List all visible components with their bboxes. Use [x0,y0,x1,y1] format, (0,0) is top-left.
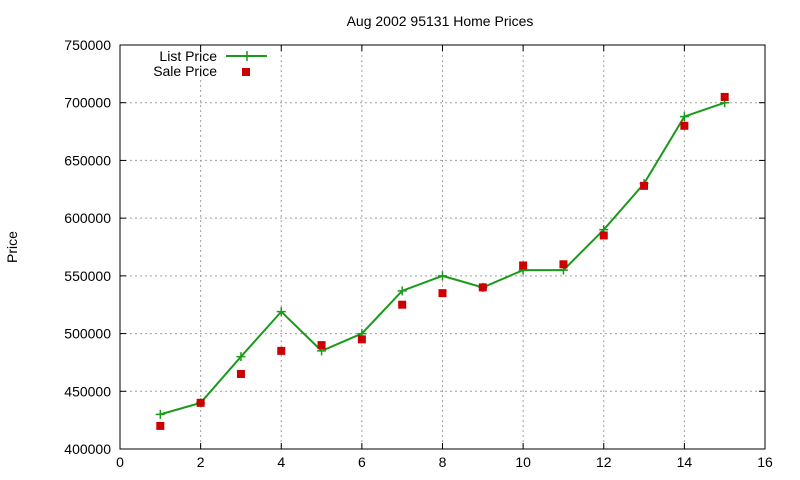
list-price-point [438,271,447,281]
y-tick-label: 500000 [64,326,111,342]
list-price-point [155,409,165,419]
sale-price-point [398,300,407,309]
x-tick-label: 2 [197,454,205,470]
list-price-point [236,352,246,362]
y-axis-label: Price [4,231,20,263]
y-tick-label: 700000 [64,95,111,111]
legend-marker-sale-price [242,68,250,76]
y-tick-label: 400000 [64,441,111,457]
sale-price-point [156,421,165,430]
sale-price-point [317,341,326,350]
sale-price-point [599,231,608,240]
x-tick-label: 12 [596,454,612,470]
sale-price-point [438,289,447,298]
legend-label-sale-price: Sale Price [153,63,217,79]
sale-price-point [519,261,528,270]
chart-title: Aug 2002 95131 Home Prices [347,13,534,29]
x-tick-label: 16 [757,454,773,470]
axes: 0 2 4 6 8 10 12 14 16 400000 450000 500000 550000 600… [64,37,773,470]
sale-price-point [196,398,205,407]
sale-price-point [357,335,366,344]
sale-price-point [277,346,286,355]
sale-price-point [720,92,729,101]
y-tick-label: 450000 [64,383,111,399]
y-tick-label: 650000 [64,152,111,168]
x-tick-label: 10 [515,454,531,470]
sale-price-point [680,121,689,130]
grid [120,45,765,449]
legend-label-list-price: List Price [159,48,217,64]
sale-price-point [478,283,487,292]
list-price-point [276,307,286,317]
plot-series [155,92,730,430]
list-price-point [397,286,407,296]
sale-price-point [640,181,649,190]
sale-price-point [236,369,245,378]
legend-marker-list-price [242,51,252,61]
y-tick-label: 550000 [64,268,111,284]
legend: List Price Sale Price [153,48,267,79]
x-tick-label: 0 [116,454,124,470]
x-tick-label: 4 [277,454,285,470]
x-tick-label: 8 [439,454,447,470]
list-price-point [679,112,689,122]
y-tick-label: 750000 [64,37,111,53]
x-tick-label: 6 [358,454,366,470]
list-price-line [160,101,726,416]
y-tick-label: 600000 [64,210,111,226]
x-tick-label: 14 [677,454,693,470]
sale-price-point [559,260,568,269]
